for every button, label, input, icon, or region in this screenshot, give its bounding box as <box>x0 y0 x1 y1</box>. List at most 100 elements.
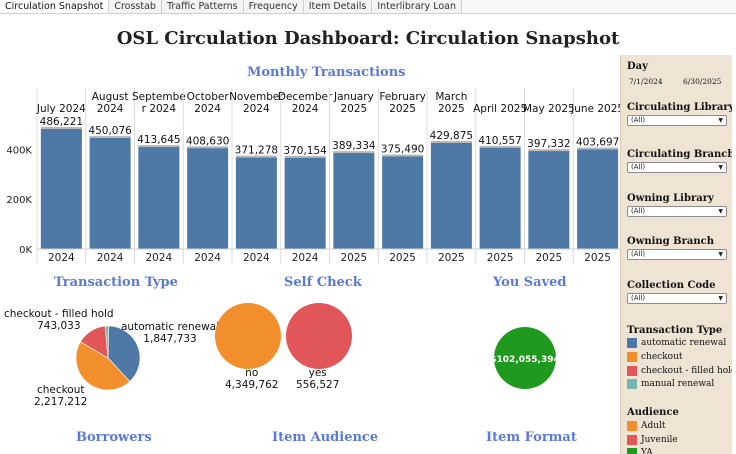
owning-library-dropdown[interactable]: (All) ▼ <box>627 206 727 217</box>
bar-october-2024[interactable] <box>187 147 229 249</box>
owning-branch-value: (All) <box>631 250 646 258</box>
pie-slice-automatic-renewal[interactable] <box>107 325 141 382</box>
y-tick-label: 0K <box>19 245 32 256</box>
circulating-branch-value: (All) <box>631 163 646 171</box>
bar-value-label: 408,630 <box>186 135 229 147</box>
legend-label: manual renewal <box>641 378 715 389</box>
month-header: May 2025 <box>523 103 575 115</box>
bar-value-label: 486,221 <box>40 116 83 128</box>
tab-crosstab[interactable]: Crosstab <box>109 0 162 13</box>
day-end-value[interactable]: 6/30/2025 <box>683 77 722 86</box>
legend-swatch <box>627 434 637 445</box>
bar-august-2024[interactable] <box>89 136 131 249</box>
you-saved-circle[interactable] <box>494 327 556 389</box>
collection-code-value: (All) <box>631 294 646 302</box>
tab-frequency[interactable]: Frequency <box>243 0 304 13</box>
month-header: 2025 <box>341 103 368 115</box>
legend-item-automatic-renewal[interactable]: automatic renewal <box>627 337 726 348</box>
bar-december-2024[interactable] <box>284 156 326 249</box>
bar-september-2024[interactable] <box>138 146 180 249</box>
owning-branch-label: Owning Branch <box>627 236 714 247</box>
month-header: October <box>187 91 230 103</box>
x-tick-label: 2024 <box>48 252 75 264</box>
bar-november-2024[interactable] <box>235 156 277 249</box>
legend-swatch <box>627 420 637 431</box>
day-filter-label: Day <box>627 61 648 72</box>
monthly-transactions-title: Monthly Transactions <box>247 65 406 80</box>
month-header: Septembe <box>132 91 186 103</box>
bar-value-label: 371,278 <box>235 145 278 157</box>
tab-item-details[interactable]: Item Details <box>303 0 373 13</box>
legend-item-ya[interactable]: YA <box>627 447 653 454</box>
chevron-down-icon: ▼ <box>718 164 723 171</box>
x-tick-label: 2025 <box>341 252 368 264</box>
bar-may-2025[interactable] <box>528 150 570 249</box>
self-check-chart[interactable] <box>212 298 360 372</box>
pie-slice-checkout[interactable] <box>75 341 131 391</box>
circulating-branch-dropdown[interactable]: (All) ▼ <box>627 162 727 173</box>
you-saved-chart[interactable]: $102,055,394 <box>493 326 557 390</box>
month-header: 2024 <box>97 103 124 115</box>
bar-value-label: 413,645 <box>137 134 180 146</box>
owning-branch-dropdown[interactable]: (All) ▼ <box>627 249 727 260</box>
x-tick-label: 2024 <box>194 252 221 264</box>
legend-item-checkout[interactable]: checkout <box>627 351 683 362</box>
tab-strip: Circulation Snapshot Crosstab Traffic Pa… <box>0 0 736 14</box>
item-audience-title: Item Audience <box>272 430 379 445</box>
legend-label: checkout - filled hold <box>641 365 732 376</box>
y-tick-label: 200K <box>6 195 32 206</box>
x-tick-label: 2024 <box>243 252 270 264</box>
tab-traffic-patterns[interactable]: Traffic Patterns <box>161 0 244 13</box>
x-tick-label: 2025 <box>438 252 465 264</box>
collection-code-label: Collection Code <box>627 280 716 291</box>
month-header: 2024 <box>243 103 270 115</box>
bar-march-2025[interactable] <box>430 142 472 249</box>
month-header: August <box>92 91 129 103</box>
bar-january-2025[interactable] <box>333 152 375 249</box>
month-header: June 2025 <box>570 103 620 115</box>
month-header: 2024 <box>292 103 319 115</box>
x-tick-label: 2024 <box>146 252 173 264</box>
x-tick-label: 2024 <box>292 252 319 264</box>
bar-value-label: 370,154 <box>283 145 327 157</box>
bar-april-2025[interactable] <box>479 146 521 249</box>
tab-interlibrary-loan[interactable]: Interlibrary Loan <box>372 0 462 13</box>
chevron-down-icon: ▼ <box>718 208 723 215</box>
item-format-title: Item Format <box>486 430 577 445</box>
day-start-value[interactable]: 7/1/2024 <box>629 77 663 86</box>
self-check-yes-circle[interactable] <box>286 303 352 369</box>
borrowers-title: Borrowers <box>76 430 152 445</box>
owning-library-value: (All) <box>631 207 646 215</box>
legend-swatch <box>627 365 637 376</box>
collection-code-dropdown[interactable]: (All) ▼ <box>627 293 727 304</box>
month-header: January <box>333 91 374 103</box>
pie-slice-manual-renewal[interactable] <box>104 325 109 359</box>
self-check-no-circle[interactable] <box>215 303 281 369</box>
pie-label-checkout-filled-hold: checkout - filled hold 743,033 <box>4 308 114 332</box>
you-saved-value: $102,055,394 <box>493 355 557 365</box>
legend-item-checkout-filled-hold[interactable]: checkout - filled hold <box>627 365 732 376</box>
bar-february-2025[interactable] <box>382 155 424 249</box>
legend-label: checkout <box>641 351 683 362</box>
transaction-type-pie[interactable] <box>75 325 141 391</box>
bar-value-label: 450,076 <box>88 125 132 137</box>
month-header: 2025 <box>438 103 465 115</box>
month-header: r 2024 <box>142 103 177 115</box>
legend-swatch <box>627 447 637 454</box>
bar-june-2025[interactable] <box>577 148 619 249</box>
filter-panel: Day 7/1/2024 6/30/2025 Circulating Libra… <box>620 55 732 454</box>
tab-circulation-snapshot[interactable]: Circulation Snapshot <box>0 0 110 13</box>
legend-item-manual-renewal[interactable]: manual renewal <box>627 378 714 389</box>
circulating-library-dropdown[interactable]: (All) ▼ <box>627 115 727 126</box>
month-header: March <box>435 91 467 103</box>
circulating-branch-label: Circulating Branch <box>627 149 732 160</box>
bar-july-2024[interactable] <box>40 128 82 249</box>
legend-item-adult[interactable]: Adult <box>627 420 666 431</box>
legend-item-juvenile[interactable]: Juvenile <box>627 434 678 445</box>
chevron-down-icon: ▼ <box>718 295 723 302</box>
month-header: December <box>278 91 333 103</box>
pie-label-automatic-renewal: automatic renewal 1,847,733 <box>121 321 220 345</box>
bar-value-label: 403,697 <box>576 137 619 149</box>
legend-label: YA <box>641 447 653 454</box>
